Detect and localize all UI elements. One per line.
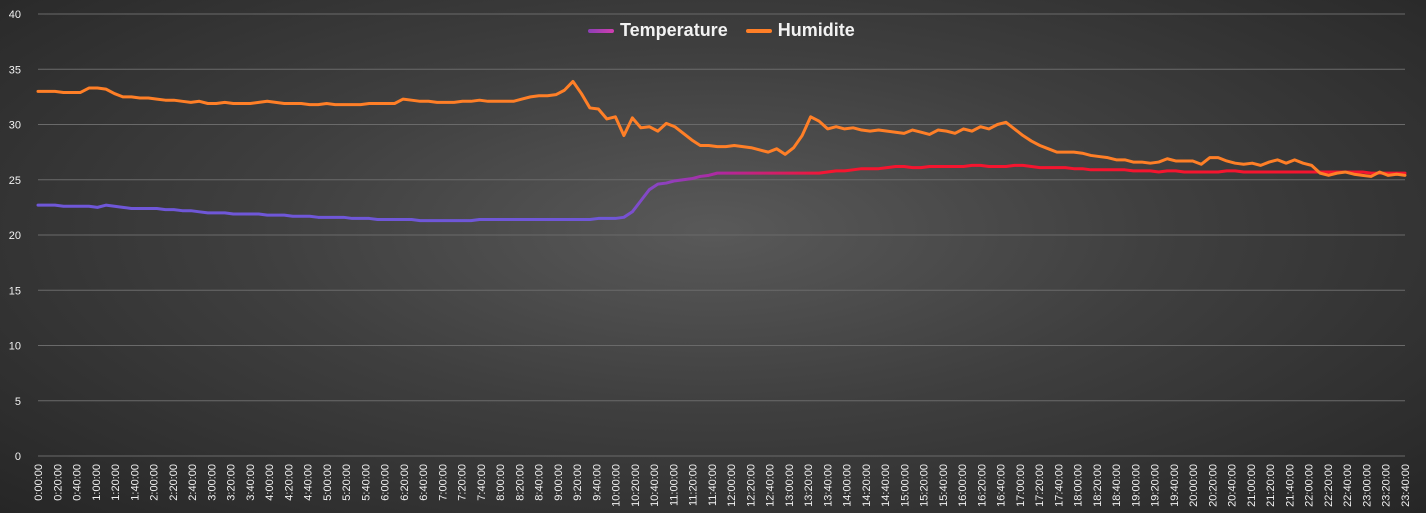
x-tick-label: 22:40:00 [1342,464,1354,507]
x-tick-label: 6:40:00 [418,464,430,501]
x-tick-label: 20:40:00 [1227,464,1239,507]
x-tick-label: 3:20:00 [226,464,238,501]
x-tick-label: 21:00:00 [1246,464,1258,507]
series-line-temperature [36,163,1407,223]
x-tick-label: 1:00:00 [91,464,103,501]
x-tick-label: 19:00:00 [1130,464,1142,507]
x-tick-label: 4:00:00 [264,464,276,501]
x-tick-label: 0:40:00 [72,464,84,501]
x-tick-label: 5:00:00 [322,464,334,501]
x-tick-label: 8:20:00 [514,464,526,501]
x-tick-label: 15:20:00 [919,464,931,507]
gridlines [38,13,1405,457]
x-tick-label: 22:20:00 [1323,464,1335,507]
series-line-humidite [36,79,1407,178]
x-tick-label: 12:00:00 [726,464,738,507]
x-tick-label: 13:40:00 [822,464,834,507]
x-tick-label: 10:40:00 [649,464,661,507]
x-tick-label: 0:00:00 [33,464,45,501]
x-tick-label: 18:40:00 [1111,464,1123,507]
x-tick-label: 2:20:00 [168,464,180,501]
legend-label-humidite: Humidite [777,20,855,40]
x-tick-label: 2:00:00 [149,464,161,501]
x-tick-label: 5:20:00 [341,464,353,501]
x-tick-label: 20:20:00 [1207,464,1219,507]
x-tick-label: 23:40:00 [1400,464,1412,507]
x-tick-label: 14:20:00 [861,464,873,507]
x-tick-label: 17:00:00 [1015,464,1027,507]
legend-label-temperature: Temperature [620,20,728,40]
x-tick-label: 8:00:00 [495,464,507,501]
x-tick-label: 13:00:00 [784,464,796,507]
x-tick-label: 1:20:00 [110,464,122,501]
x-tick-label: 11:00:00 [668,464,680,506]
y-tick-label: 40 [9,9,21,21]
x-tick-label: 12:40:00 [765,464,777,507]
x-tick-label: 17:40:00 [1053,464,1065,507]
x-tick-label: 9:00:00 [553,464,565,501]
x-tick-label: 20:00:00 [1188,464,1200,507]
x-tick-label: 9:20:00 [572,464,584,501]
x-tick-label: 21:20:00 [1265,464,1277,507]
y-tick-label: 10 [9,341,21,353]
y-tick-label: 0 [15,451,21,463]
x-tick-label: 11:20:00 [688,464,700,506]
x-tick-label: 8:40:00 [534,464,546,501]
x-tick-label: 1:40:00 [129,464,141,501]
x-tick-label: 19:20:00 [1150,464,1162,507]
y-tick-label: 30 [9,120,21,132]
x-tick-label: 9:40:00 [591,464,603,501]
x-axis: 0:00:00 0:20:00 0:40:00 1:00:00 1:20:00 1:40:… [33,464,1412,507]
x-tick-label: 3:00:00 [206,464,218,501]
x-tick-label: 7:40:00 [476,464,488,501]
x-tick-label: 7:20:00 [457,464,469,501]
x-tick-label: 13:20:00 [803,464,815,507]
x-tick-label: 6:20:00 [399,464,411,501]
x-tick-label: 16:40:00 [996,464,1008,507]
x-tick-label: 0:20:00 [52,464,64,501]
y-tick-label: 35 [9,64,21,76]
x-tick-label: 14:00:00 [842,464,854,507]
y-tick-label: 5 [15,396,21,408]
x-tick-label: 2:40:00 [187,464,199,501]
x-tick-label: 10:00:00 [611,464,623,507]
x-tick-label: 23:00:00 [1361,464,1373,507]
y-axis: 0 5 10 15 20 25 30 35 40 [9,9,21,463]
x-tick-label: 4:20:00 [283,464,295,501]
x-tick-label: 10:20:00 [630,464,642,507]
x-tick-label: 4:40:00 [303,464,315,501]
x-tick-label: 3:40:00 [245,464,257,501]
y-tick-label: 25 [9,175,21,187]
x-tick-label: 5:40:00 [360,464,372,501]
x-tick-label: 18:00:00 [1073,464,1085,507]
x-tick-label: 6:00:00 [380,464,392,501]
x-tick-label: 15:40:00 [938,464,950,507]
x-tick-label: 11:40:00 [707,464,719,506]
legend: Temperature Humidite [588,20,855,41]
legend-item-humidite: Humidite [745,20,855,41]
legend-item-temperature: Temperature [588,20,728,41]
x-tick-label: 18:20:00 [1092,464,1104,507]
x-tick-label: 22:00:00 [1304,464,1316,507]
y-tick-label: 20 [9,230,21,242]
x-tick-label: 7:00:00 [437,464,449,501]
y-tick-label: 15 [9,285,21,297]
x-tick-label: 19:40:00 [1169,464,1181,507]
x-tick-label: 15:00:00 [899,464,911,507]
x-tick-label: 23:20:00 [1381,464,1393,507]
x-tick-label: 14:40:00 [880,464,892,507]
x-tick-label: 21:40:00 [1284,464,1296,507]
x-tick-label: 16:00:00 [957,464,969,507]
legend-swatch-temperature [588,28,614,33]
x-tick-label: 17:20:00 [1034,464,1046,507]
x-tick-label: 12:20:00 [745,464,757,507]
legend-swatch-humidite [745,28,772,33]
x-tick-label: 16:20:00 [976,464,988,507]
